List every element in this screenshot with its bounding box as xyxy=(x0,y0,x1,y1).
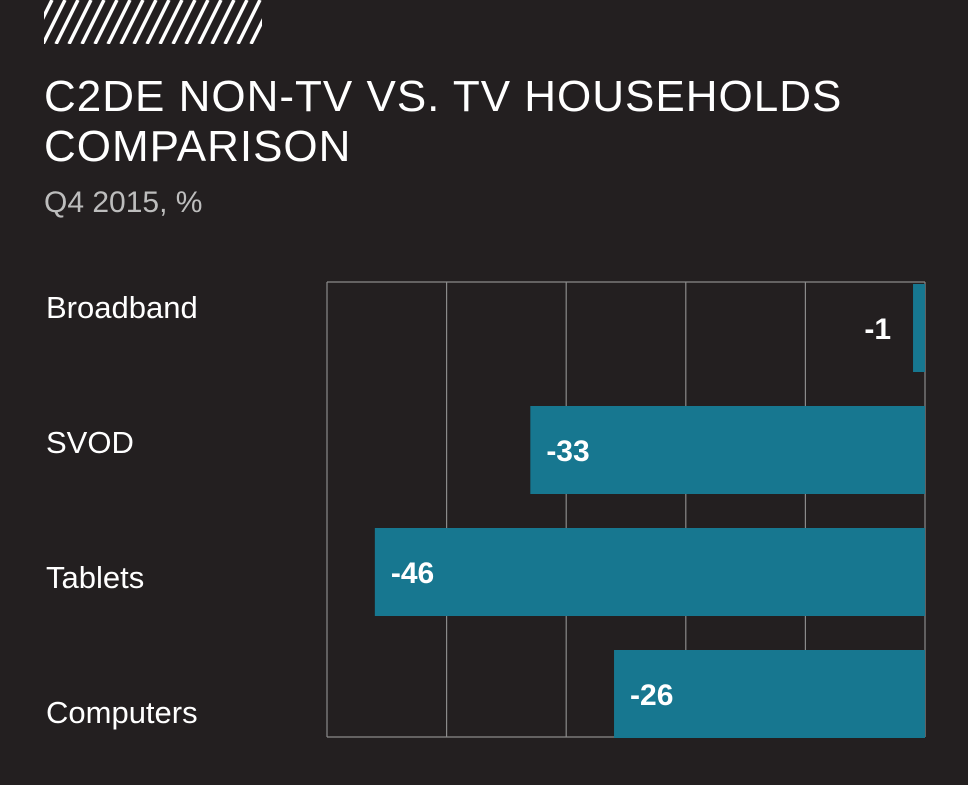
value-label: -1 xyxy=(864,313,891,346)
category-label: Broadband xyxy=(46,290,198,325)
chart-subtitle: Q4 2015, % xyxy=(44,186,203,219)
chart-title: C2DE NON-TV VS. TV HOUSEHOLDS COMPARISON xyxy=(44,72,843,171)
category-label: SVOD xyxy=(46,425,134,460)
value-label: -46 xyxy=(391,557,434,590)
value-label: -26 xyxy=(630,679,673,712)
category-label: Computers xyxy=(46,695,198,730)
category-label: Tablets xyxy=(46,560,144,595)
hatch-decoration xyxy=(44,0,262,44)
value-label: -33 xyxy=(546,435,589,468)
bar xyxy=(530,406,925,494)
bar xyxy=(913,284,925,372)
bar xyxy=(614,650,925,738)
bar xyxy=(374,528,926,616)
